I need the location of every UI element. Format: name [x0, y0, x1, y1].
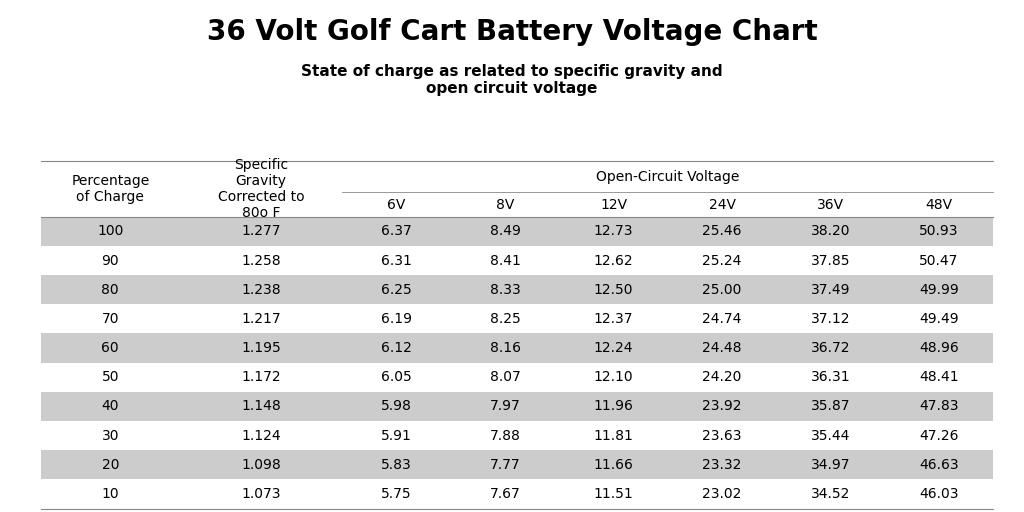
Text: 1.148: 1.148: [241, 399, 281, 413]
Text: 1.073: 1.073: [242, 487, 281, 501]
Text: 5.83: 5.83: [381, 458, 412, 472]
Text: 11.81: 11.81: [594, 429, 634, 442]
Text: 6.12: 6.12: [381, 341, 412, 355]
Text: 8.07: 8.07: [489, 370, 520, 384]
Text: 11.66: 11.66: [594, 458, 634, 472]
Text: 46.03: 46.03: [920, 487, 958, 501]
Text: 38.20: 38.20: [811, 224, 850, 238]
Text: 23.32: 23.32: [702, 458, 741, 472]
Text: 23.92: 23.92: [702, 399, 741, 413]
Text: 24.48: 24.48: [702, 341, 741, 355]
Text: 37.12: 37.12: [811, 312, 850, 326]
Text: 40: 40: [101, 399, 119, 413]
Text: 35.44: 35.44: [811, 429, 850, 442]
Text: 50: 50: [101, 370, 119, 384]
Text: 8.16: 8.16: [489, 341, 520, 355]
Text: 12.24: 12.24: [594, 341, 633, 355]
Text: 36.31: 36.31: [811, 370, 850, 384]
Text: 1.124: 1.124: [241, 429, 281, 442]
Text: 37.49: 37.49: [811, 283, 850, 296]
Text: 12.62: 12.62: [594, 253, 634, 267]
Text: 7.67: 7.67: [489, 487, 520, 501]
Text: Open-Circuit Voltage: Open-Circuit Voltage: [596, 170, 739, 184]
Text: 48.41: 48.41: [920, 370, 958, 384]
Text: 48.96: 48.96: [920, 341, 958, 355]
Text: Percentage
of Charge: Percentage of Charge: [71, 174, 150, 204]
Text: 30: 30: [101, 429, 119, 442]
Text: 47.26: 47.26: [920, 429, 958, 442]
Text: 24.74: 24.74: [702, 312, 741, 326]
Text: 80: 80: [101, 283, 119, 296]
Text: 1.172: 1.172: [241, 370, 281, 384]
Text: 1.277: 1.277: [242, 224, 281, 238]
Text: 6.25: 6.25: [381, 283, 412, 296]
Text: 12.73: 12.73: [594, 224, 633, 238]
Text: 12V: 12V: [600, 198, 627, 211]
Text: 49.49: 49.49: [920, 312, 958, 326]
Text: 1.217: 1.217: [241, 312, 281, 326]
Text: 6.37: 6.37: [381, 224, 412, 238]
Text: 6.19: 6.19: [381, 312, 412, 326]
Text: 11.96: 11.96: [594, 399, 634, 413]
Text: 7.97: 7.97: [489, 399, 520, 413]
Text: 8V: 8V: [496, 198, 514, 211]
Text: 20: 20: [101, 458, 119, 472]
Text: 12.10: 12.10: [594, 370, 634, 384]
Text: 35.87: 35.87: [811, 399, 850, 413]
Text: 5.91: 5.91: [381, 429, 412, 442]
Text: 36V: 36V: [817, 198, 844, 211]
Text: 60: 60: [101, 341, 119, 355]
Text: 1.258: 1.258: [241, 253, 281, 267]
Text: 5.98: 5.98: [381, 399, 412, 413]
Text: 7.88: 7.88: [489, 429, 520, 442]
Text: 50.93: 50.93: [920, 224, 958, 238]
Text: 49.99: 49.99: [920, 283, 958, 296]
Text: 5.75: 5.75: [381, 487, 412, 501]
Text: 10: 10: [101, 487, 119, 501]
Text: 6.31: 6.31: [381, 253, 412, 267]
Text: 12.37: 12.37: [594, 312, 633, 326]
Text: 8.25: 8.25: [489, 312, 520, 326]
Text: Specific
Gravity
Corrected to
80o F: Specific Gravity Corrected to 80o F: [218, 158, 304, 220]
Text: 36.72: 36.72: [811, 341, 850, 355]
Text: 24.20: 24.20: [702, 370, 741, 384]
Text: State of charge as related to specific gravity and
open circuit voltage: State of charge as related to specific g…: [301, 64, 723, 96]
Text: 70: 70: [101, 312, 119, 326]
Text: 90: 90: [101, 253, 119, 267]
Text: 23.63: 23.63: [702, 429, 741, 442]
Text: 11.51: 11.51: [594, 487, 634, 501]
Text: 23.02: 23.02: [702, 487, 741, 501]
Text: 36 Volt Golf Cart Battery Voltage Chart: 36 Volt Golf Cart Battery Voltage Chart: [207, 18, 817, 46]
Text: 8.49: 8.49: [489, 224, 520, 238]
Text: 6V: 6V: [387, 198, 406, 211]
Text: 46.63: 46.63: [920, 458, 958, 472]
Text: 1.098: 1.098: [241, 458, 281, 472]
Text: 25.00: 25.00: [702, 283, 741, 296]
Text: 12.50: 12.50: [594, 283, 633, 296]
Text: 24V: 24V: [709, 198, 735, 211]
Text: 34.97: 34.97: [811, 458, 850, 472]
Text: 47.83: 47.83: [920, 399, 958, 413]
Text: 37.85: 37.85: [811, 253, 850, 267]
Text: 7.77: 7.77: [489, 458, 520, 472]
Text: 1.195: 1.195: [241, 341, 281, 355]
Text: 50.47: 50.47: [920, 253, 958, 267]
Text: 25.24: 25.24: [702, 253, 741, 267]
Text: 1.238: 1.238: [241, 283, 281, 296]
Text: 48V: 48V: [926, 198, 952, 211]
Text: 8.41: 8.41: [489, 253, 520, 267]
Text: 100: 100: [97, 224, 124, 238]
Text: 34.52: 34.52: [811, 487, 850, 501]
Text: 6.05: 6.05: [381, 370, 412, 384]
Text: 25.46: 25.46: [702, 224, 741, 238]
Text: 8.33: 8.33: [489, 283, 520, 296]
